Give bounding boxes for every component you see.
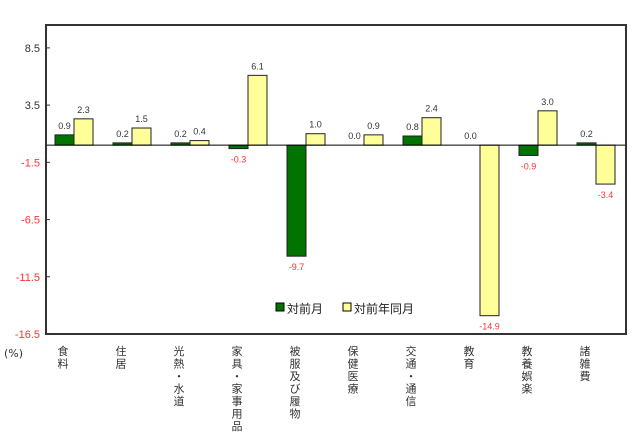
- bars: [54, 74, 616, 317]
- category-label-char: 家: [232, 382, 243, 396]
- bar-yoy: [131, 127, 152, 146]
- plot-frame: [45, 24, 627, 335]
- category-label-char: 履: [290, 395, 301, 408]
- bar-yoy: [73, 118, 94, 146]
- category-label-char: 品: [232, 420, 243, 433]
- bar-mom: [54, 134, 75, 146]
- category-label-char: 通: [406, 358, 417, 371]
- legend-label-yoy: 対前年同月: [354, 301, 414, 316]
- legend: 対前月 対前年同月: [275, 301, 414, 316]
- value-label: 3.0: [541, 97, 554, 107]
- category-label-char: ・: [406, 370, 417, 383]
- category-label-char: 光: [174, 344, 185, 358]
- category-label-char: ・: [174, 370, 185, 383]
- value-label: 0.9: [58, 121, 71, 131]
- bar-mom: [228, 144, 249, 150]
- category-label-char: 娯: [522, 369, 533, 383]
- category-label-char: 費: [580, 369, 591, 383]
- legend-swatch-yoy: [342, 302, 352, 312]
- value-label: -0.3: [231, 155, 247, 165]
- category-label-char: 及: [290, 370, 301, 383]
- category-label-char: 信: [406, 395, 417, 408]
- bar-yoy: [595, 144, 616, 185]
- bar-yoy: [479, 144, 500, 317]
- bar-yoy: [421, 117, 442, 146]
- value-label: 1.5: [135, 114, 148, 124]
- legend-swatch-mom: [275, 302, 285, 312]
- y-tick-label: -1.5: [21, 157, 40, 169]
- bar-yoy: [537, 110, 558, 146]
- value-label: 0.0: [348, 131, 361, 141]
- value-label: 0.8: [406, 122, 419, 132]
- category-label-char: 服: [290, 358, 301, 371]
- y-tick-label: -6.5: [21, 215, 40, 227]
- category-label-char: 楽: [522, 383, 533, 396]
- category-label-char: 料: [58, 357, 69, 371]
- bar-yoy: [305, 133, 326, 146]
- value-label: 6.1: [251, 61, 264, 71]
- value-labels: 0.9 2.3 0.2 1.5 0.2 0.4 -0.3 6.1 -9.7 1.0 0.0 0.9 0.…: [58, 61, 613, 331]
- category-label-char: 育: [464, 357, 475, 371]
- category-label-char: 物: [290, 407, 301, 421]
- category-label-char: 雑: [580, 357, 591, 371]
- category-label-char: 保: [348, 344, 359, 358]
- category-label-char: び: [290, 383, 301, 396]
- category-label-char: 被: [290, 345, 301, 358]
- category-label-char: 養: [522, 357, 533, 371]
- value-label: -0.9: [521, 161, 537, 171]
- category-label-char: 居: [116, 358, 127, 371]
- bar-mom: [402, 135, 423, 146]
- category-label-char: 教: [522, 345, 533, 358]
- y-tick-label: -11.5: [16, 272, 40, 284]
- value-label: -14.9: [479, 322, 500, 332]
- category-label-char: 水: [174, 383, 185, 396]
- value-label: -9.7: [289, 262, 305, 272]
- category-label-char: 事: [232, 395, 243, 408]
- bar-yoy: [189, 140, 210, 146]
- category-label-char: 住: [116, 344, 127, 358]
- category-label-char: 教: [464, 345, 475, 358]
- bar-yoy: [247, 74, 268, 146]
- category-label-char: 具: [232, 358, 243, 371]
- category-label-char: 健: [348, 358, 359, 371]
- value-label: 1.0: [309, 120, 322, 130]
- value-label: 0.4: [193, 127, 206, 137]
- category-label-char: 療: [348, 382, 359, 396]
- value-label: -3.4: [598, 190, 614, 200]
- y-axis-unit-label: (%): [4, 347, 23, 360]
- category-label-char: 医: [348, 370, 359, 383]
- value-label: 0.9: [367, 121, 380, 131]
- category-label-char: 熱: [174, 358, 185, 371]
- category-label-char: 食: [58, 344, 69, 358]
- category-label-char: ・: [232, 370, 243, 383]
- value-label: 0.2: [174, 129, 187, 139]
- y-tick-label: 8.5: [25, 43, 40, 55]
- y-axis-ticks: 8.5 3.5 -1.5 -6.5 -11.5 -16.5: [15, 43, 50, 341]
- legend-label-mom: 対前月: [287, 301, 323, 316]
- category-label-char: 用: [232, 408, 243, 421]
- y-tick-label: -16.5: [15, 329, 40, 341]
- value-label: 0.2: [116, 129, 129, 139]
- value-label: 2.4: [425, 104, 438, 114]
- category-label-char: 交: [406, 344, 417, 358]
- category-label-char: 家: [232, 344, 243, 358]
- category-label-char: 道: [174, 394, 185, 408]
- category-label-char: 通: [406, 383, 417, 396]
- category-label-char: 諸: [580, 344, 591, 358]
- y-tick-label: 3.5: [25, 100, 40, 112]
- value-label: 0.2: [580, 129, 593, 139]
- bar-yoy: [363, 134, 384, 146]
- bar-mom: [518, 144, 539, 156]
- bar-mom: [286, 144, 307, 257]
- value-label: 0.0: [464, 131, 477, 141]
- value-label: 2.3: [77, 105, 90, 115]
